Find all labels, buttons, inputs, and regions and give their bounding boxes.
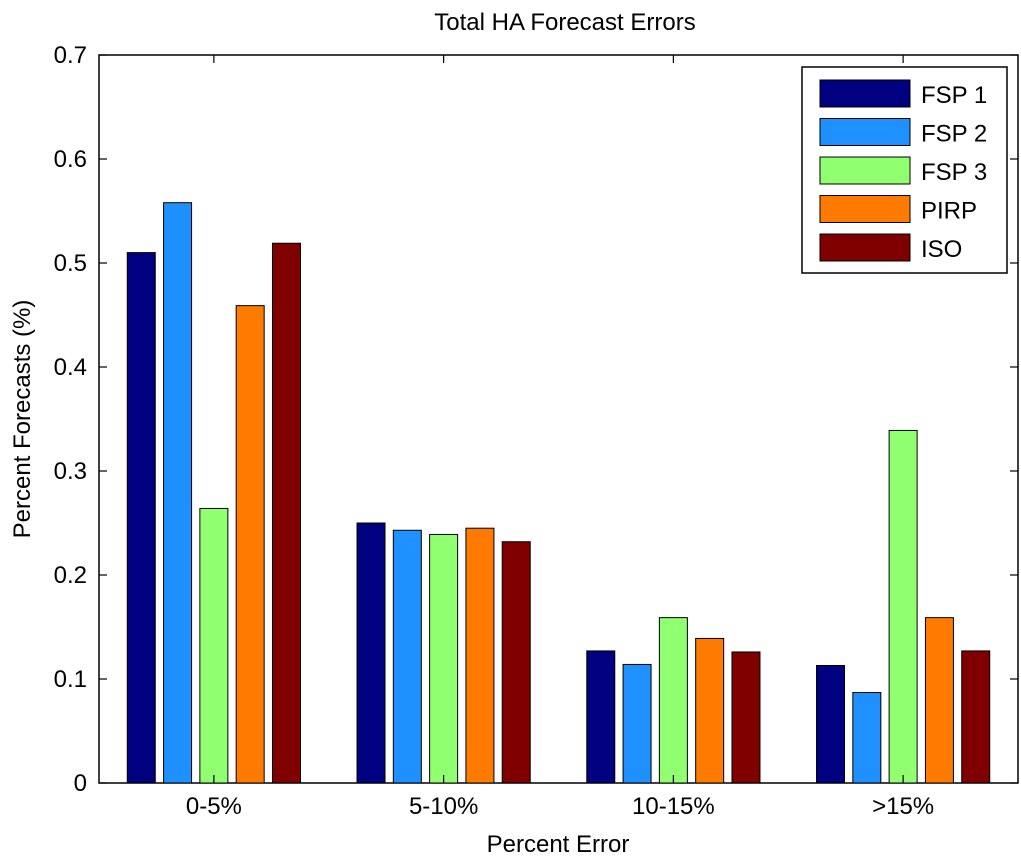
x-axis-ticks: 0-5% 5-10% 10-15% >15%	[186, 55, 934, 820]
x-tick-label: >15%	[872, 793, 934, 820]
legend-label: FSP 1	[921, 82, 987, 109]
y-axis-ticks: 0 0.1 0.2 0.3 0.4 0.5 0.6 0.7	[54, 42, 1018, 797]
bar-iso	[731, 651, 761, 784]
bar-pirp	[924, 617, 954, 784]
bar-fsp-1	[816, 664, 846, 784]
legend-swatch	[819, 195, 911, 223]
chart-title: Total HA Forecast Errors	[434, 9, 695, 36]
y-tick-label: 0	[74, 770, 87, 797]
bar-pirp	[465, 527, 495, 784]
legend-label: PIRP	[921, 198, 977, 225]
y-tick-label: 0.7	[54, 42, 87, 69]
x-tick-label: 10-15%	[632, 793, 715, 820]
bar-fsp-2	[852, 692, 882, 784]
bar-iso	[501, 541, 531, 784]
bar-fsp-3	[658, 617, 688, 784]
legend-swatch	[819, 79, 911, 108]
y-tick-label: 0.5	[54, 250, 87, 277]
bar-fsp-2	[163, 202, 193, 784]
bar-iso	[271, 242, 301, 784]
bar-pirp	[695, 637, 725, 784]
bar-fsp-3	[429, 533, 459, 784]
legend-label: FSP 2	[921, 121, 987, 148]
bar-pirp	[235, 305, 265, 784]
legend-swatch	[819, 233, 911, 262]
legend-items: FSP 1 FSP 2 FSP 3 PIRP ISO	[819, 79, 987, 263]
y-axis-label: Percent Forecasts (%)	[9, 300, 36, 539]
bar-fsp-3	[199, 507, 229, 784]
bar-fsp-2	[622, 663, 652, 784]
bar-fsp-2	[392, 529, 422, 784]
bar-fsp-1	[126, 252, 156, 784]
legend: FSP 1 FSP 2 FSP 3 PIRP ISO	[801, 66, 1008, 274]
bar-fsp-3	[888, 429, 918, 784]
y-tick-label: 0.1	[54, 666, 87, 693]
legend-swatch	[819, 118, 911, 146]
y-tick-label: 0.2	[54, 562, 87, 589]
x-axis-label: Percent Error	[487, 831, 630, 858]
legend-swatch	[819, 156, 911, 185]
legend-label: ISO	[921, 236, 962, 263]
y-tick-label: 0.3	[54, 458, 87, 485]
bar-iso	[961, 650, 991, 784]
legend-label: FSP 3	[921, 159, 987, 186]
x-tick-label: 0-5%	[186, 793, 242, 820]
bar-fsp-1	[356, 522, 386, 784]
bars-group	[126, 202, 991, 784]
bar-fsp-1	[586, 650, 616, 784]
y-tick-label: 0.4	[54, 354, 87, 381]
x-tick-label: 5-10%	[409, 793, 478, 820]
y-tick-label: 0.6	[54, 146, 87, 173]
